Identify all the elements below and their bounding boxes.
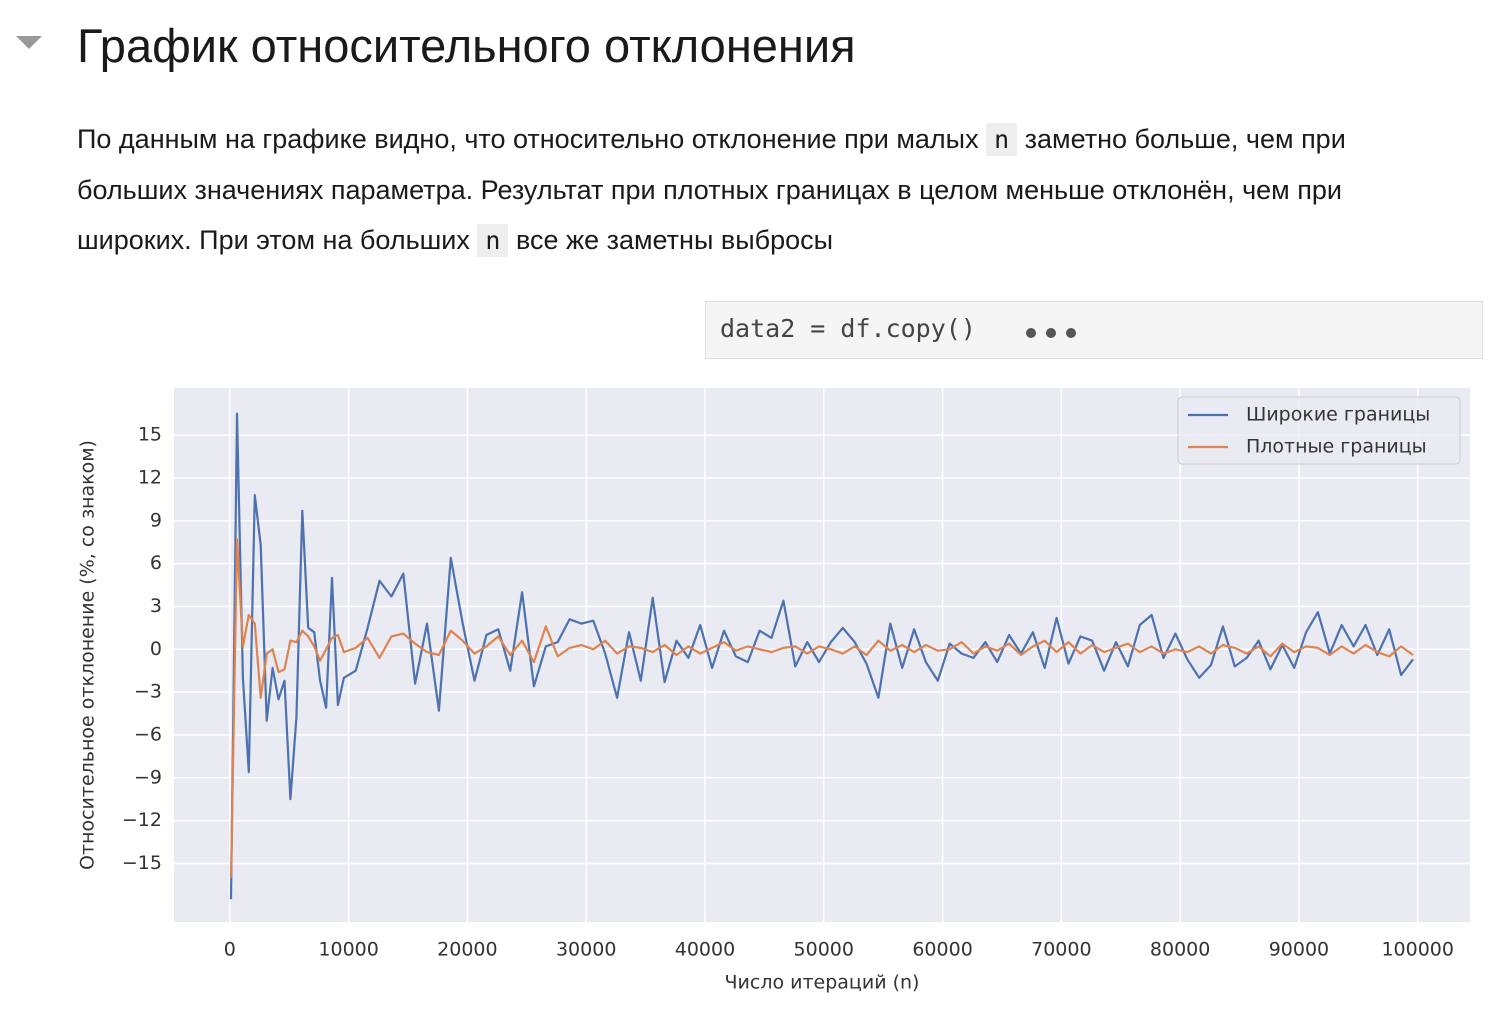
x-axis-label: Число итераций (n) (725, 972, 920, 994)
code-cell[interactable]: data2 = df.copy() (705, 301, 1483, 359)
y-tick-label: −9 (134, 766, 162, 788)
x-tick-label: 10000 (318, 939, 378, 961)
x-tick-label: 50000 (794, 939, 854, 961)
y-tick-label: 0 (150, 638, 162, 660)
x-tick-label: 80000 (1150, 939, 1210, 961)
x-tick-label: 20000 (437, 939, 497, 961)
series-line (229, 412, 1414, 900)
x-tick-label: 70000 (1031, 939, 1091, 961)
x-tick-label: 30000 (556, 939, 616, 961)
text: По данным на графике видно, что относите… (77, 124, 987, 154)
text: заметно больше, чем при больших значения… (77, 124, 1346, 255)
paragraph: По данным на графике видно, что относите… (77, 114, 1457, 266)
y-tick-label: 12 (138, 466, 162, 488)
y-tick-label: −6 (134, 723, 162, 745)
text: все же заметны выбросы (508, 225, 834, 255)
y-tick-label: −3 (134, 681, 162, 703)
x-tick-label: 100000 (1381, 939, 1454, 961)
chart: Число итераций (n) Относительное отклоне… (77, 388, 1470, 994)
y-axis-label: Относительное отклонение (%, со знаком) (77, 440, 99, 870)
inline-code: n (986, 123, 1018, 156)
x-tick-label: 90000 (1269, 939, 1329, 961)
code-text: data2 = df.copy() (720, 314, 976, 343)
x-tick-label: 0 (224, 939, 236, 961)
y-tick-label: 6 (150, 552, 162, 574)
y-tick-label: 15 (138, 424, 162, 446)
more-icon[interactable] (1024, 326, 1084, 340)
x-tick-label: 60000 (912, 939, 972, 961)
series-line (229, 538, 1414, 878)
heading: График относительного отклонения (77, 19, 856, 72)
collapse-toggle[interactable] (16, 36, 42, 50)
legend (1177, 396, 1461, 465)
y-tick-label: −15 (122, 852, 162, 874)
y-tick-label: −12 (122, 809, 162, 831)
inline-code: n (477, 224, 509, 257)
x-tick-label: 40000 (675, 939, 735, 961)
y-tick-label: 3 (150, 595, 162, 617)
legend-label: Широкие границы (1246, 404, 1430, 426)
legend-label: Плотные границы (1246, 436, 1427, 458)
y-tick-label: 9 (150, 509, 162, 531)
